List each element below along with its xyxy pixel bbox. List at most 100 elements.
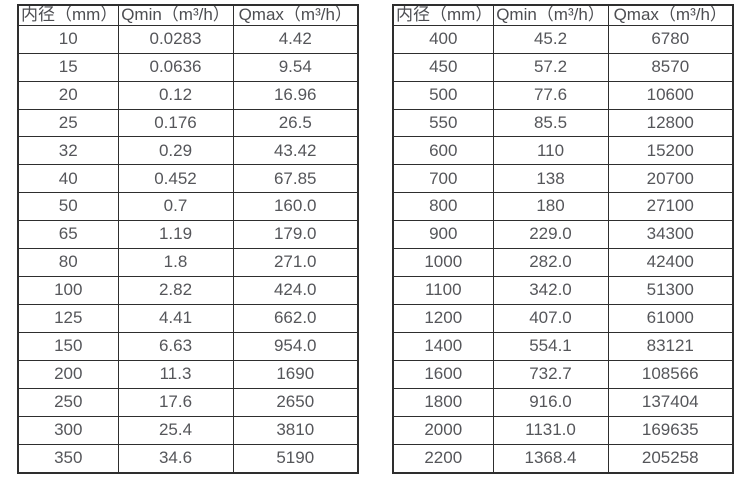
table-row: 1000 282.0 42400 bbox=[392, 248, 734, 278]
table-row: 2000 1131.0 169635 bbox=[392, 415, 734, 445]
table-row: 32 0.29 43.42 bbox=[17, 136, 359, 166]
table-cell: 1000 bbox=[392, 248, 494, 278]
table-cell: 500 bbox=[392, 80, 494, 110]
table-cell: 1368.4 bbox=[492, 443, 609, 474]
table-cell: 77.6 bbox=[492, 80, 609, 110]
table-cell: 15 bbox=[17, 52, 119, 82]
table-cell: 662.0 bbox=[232, 304, 359, 333]
table-cell: 200 bbox=[17, 359, 119, 389]
table-cell: 1600 bbox=[392, 359, 494, 389]
table-cell: 0.29 bbox=[117, 136, 234, 166]
table-cell: 42400 bbox=[607, 248, 734, 278]
table-cell: 4.41 bbox=[117, 304, 234, 333]
column-header: Qmin（m³/h） bbox=[117, 4, 234, 26]
table-row: 800 180 27100 bbox=[392, 192, 734, 222]
table-row: 100 2.82 424.0 bbox=[17, 276, 359, 306]
table-cell: 108566 bbox=[607, 359, 734, 389]
table-cell: 1400 bbox=[392, 332, 494, 361]
table-header-row: 内径（mm） Qmin（m³/h） Qmax（m³/h） bbox=[17, 4, 359, 26]
table-cell: 350 bbox=[17, 443, 119, 474]
table-cell: 6.63 bbox=[117, 332, 234, 361]
table-cell: 83121 bbox=[607, 332, 734, 361]
table-cell: 0.0636 bbox=[117, 52, 234, 82]
table-cell: 12800 bbox=[607, 108, 734, 138]
table-cell: 5190 bbox=[232, 443, 359, 474]
table-cell: 205258 bbox=[607, 443, 734, 474]
table-cell: 6780 bbox=[607, 24, 734, 54]
table-row: 125 4.41 662.0 bbox=[17, 304, 359, 333]
table-cell: 1131.0 bbox=[492, 415, 609, 445]
table-cell: 32 bbox=[17, 136, 119, 166]
table-cell: 34300 bbox=[607, 220, 734, 250]
table-row: 900 229.0 34300 bbox=[392, 220, 734, 250]
table-cell: 27100 bbox=[607, 192, 734, 222]
table-cell: 26.5 bbox=[232, 108, 359, 138]
table-cell: 700 bbox=[392, 164, 494, 194]
table-cell: 0.0283 bbox=[117, 24, 234, 54]
table-row: 80 1.8 271.0 bbox=[17, 248, 359, 278]
table-cell: 110 bbox=[492, 136, 609, 166]
flow-rate-table-large-diameters: 内径（mm） Qmin（m³/h） Qmax（m³/h） 400 45.2 6780 45… bbox=[392, 4, 734, 474]
table-cell: 65 bbox=[17, 220, 119, 250]
table-cell: 10 bbox=[17, 24, 119, 54]
table-cell: 45.2 bbox=[492, 24, 609, 54]
table-row: 400 45.2 6780 bbox=[392, 24, 734, 54]
table-cell: 1200 bbox=[392, 304, 494, 333]
column-header: 内径（mm） bbox=[392, 4, 494, 26]
table-cell: 400 bbox=[392, 24, 494, 54]
table-cell: 4.42 bbox=[232, 24, 359, 54]
table-cell: 1.8 bbox=[117, 248, 234, 278]
table-cell: 250 bbox=[17, 387, 119, 417]
table-cell: 600 bbox=[392, 136, 494, 166]
table-cell: 2.82 bbox=[117, 276, 234, 306]
table-cell: 9.54 bbox=[232, 52, 359, 82]
table-cell: 179.0 bbox=[232, 220, 359, 250]
table-cell: 169635 bbox=[607, 415, 734, 445]
table-row: 450 57.2 8570 bbox=[392, 52, 734, 82]
table-row: 65 1.19 179.0 bbox=[17, 220, 359, 250]
flow-rate-table-small-diameters: 内径（mm） Qmin（m³/h） Qmax（m³/h） 10 0.0283 4.42 1… bbox=[17, 4, 359, 474]
table-row: 350 34.6 5190 bbox=[17, 443, 359, 474]
table-cell: 0.7 bbox=[117, 192, 234, 222]
table-cell: 550 bbox=[392, 108, 494, 138]
table-cell: 450 bbox=[392, 52, 494, 82]
table-row: 250 17.6 2650 bbox=[17, 387, 359, 417]
table-cell: 8570 bbox=[607, 52, 734, 82]
table-cell: 10600 bbox=[607, 80, 734, 110]
table-cell: 2000 bbox=[392, 415, 494, 445]
table-cell: 900 bbox=[392, 220, 494, 250]
table-cell: 3810 bbox=[232, 415, 359, 445]
table-row: 1600 732.7 108566 bbox=[392, 359, 734, 389]
table-row: 50 0.7 160.0 bbox=[17, 192, 359, 222]
table-cell: 20 bbox=[17, 80, 119, 110]
table-row: 10 0.0283 4.42 bbox=[17, 24, 359, 54]
table-cell: 1690 bbox=[232, 359, 359, 389]
table-cell: 732.7 bbox=[492, 359, 609, 389]
table-cell: 1100 bbox=[392, 276, 494, 306]
table-cell: 137404 bbox=[607, 387, 734, 417]
table-cell: 271.0 bbox=[232, 248, 359, 278]
table-row: 40 0.452 67.85 bbox=[17, 164, 359, 194]
table-cell: 100 bbox=[17, 276, 119, 306]
table-cell: 0.12 bbox=[117, 80, 234, 110]
table-cell: 16.96 bbox=[232, 80, 359, 110]
table-cell: 61000 bbox=[607, 304, 734, 333]
table-row: 2200 1368.4 205258 bbox=[392, 443, 734, 474]
column-header: 内径（mm） bbox=[17, 4, 119, 26]
table-cell: 150 bbox=[17, 332, 119, 361]
table-cell: 954.0 bbox=[232, 332, 359, 361]
table-cell: 125 bbox=[17, 304, 119, 333]
table-row: 500 77.6 10600 bbox=[392, 80, 734, 110]
table-cell: 11.3 bbox=[117, 359, 234, 389]
table-cell: 1800 bbox=[392, 387, 494, 417]
table-row: 1800 916.0 137404 bbox=[392, 387, 734, 417]
table-cell: 342.0 bbox=[492, 276, 609, 306]
table-cell: 282.0 bbox=[492, 248, 609, 278]
table-cell: 424.0 bbox=[232, 276, 359, 306]
table-cell: 85.5 bbox=[492, 108, 609, 138]
table-cell: 50 bbox=[17, 192, 119, 222]
table-cell: 43.42 bbox=[232, 136, 359, 166]
table-cell: 554.1 bbox=[492, 332, 609, 361]
table-row: 1100 342.0 51300 bbox=[392, 276, 734, 306]
